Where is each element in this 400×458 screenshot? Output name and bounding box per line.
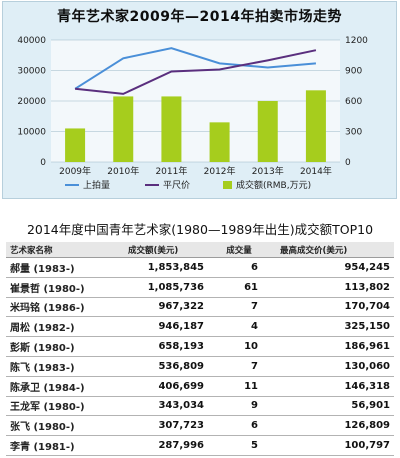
count-cell: 10	[208, 336, 270, 357]
legend-label: 上拍量	[83, 179, 110, 191]
top-price-cell: 56,901	[270, 396, 394, 417]
top-price-cell: 100,797	[270, 435, 394, 456]
chart-panel: 青年艺术家2009年—2014年拍卖市场走势 0 10000 20000 30000 4…	[2, 1, 397, 199]
amount-cell: 1,853,845	[118, 257, 208, 278]
header-amount: 成交额(美元)	[118, 242, 208, 258]
bar	[305, 90, 326, 162]
table-row: 彭斯 (1980-) 658,193 10 186,961	[6, 336, 394, 357]
count-cell: 7	[208, 356, 270, 377]
y2-tick-label: 900	[345, 67, 362, 77]
y2-tick-label: 600	[345, 97, 362, 107]
count-cell: 61	[208, 277, 270, 298]
top-price-cell: 146,318	[270, 376, 394, 397]
bar	[257, 101, 278, 162]
count-cell: 6	[208, 257, 270, 278]
y-tick-label: 10000	[17, 128, 46, 138]
bar	[161, 96, 182, 162]
count-cell: 5	[208, 435, 270, 456]
amount-cell: 287,996	[118, 435, 208, 456]
table-row: 陈承卫 (1984-) 406,699 11 146,318	[6, 376, 394, 397]
y-tick-label: 20000	[17, 97, 46, 107]
x-tick-label: 2013年	[252, 165, 284, 177]
legend-label: 平尺价	[163, 180, 190, 191]
auction-trend-chart: 0 10000 20000 30000 40000 0 300 600 900 1200 2009年…	[17, 36, 368, 191]
y-tick-label: 30000	[17, 67, 46, 77]
y-tick-label: 0	[40, 158, 46, 168]
table-row: 李青 (1981-) 287,996 5 100,797	[6, 435, 394, 456]
line-price-per-sqft	[74, 49, 317, 95]
count-cell: 4	[208, 316, 270, 338]
top-price-cell: 186,961	[270, 336, 394, 357]
artist-name-cell: 彭斯 (1980-)	[6, 336, 118, 357]
table-row: 郝量 (1983-) 1,853,845 6 954,245	[6, 257, 394, 278]
chart-title: 青年艺术家2009年—2014年拍卖市场走势	[57, 9, 342, 25]
top10-table: 艺术家名称 成交额(美元) 成交量 最高成交价(美元) 郝量 (1983-) 1,…	[6, 242, 394, 456]
x-tick-label: 2010年	[107, 165, 139, 177]
table-row: 王龙军 (1980-) 343,034 9 56,901	[6, 396, 394, 417]
top-price-cell: 130,060	[270, 356, 394, 377]
top-price-cell: 170,704	[270, 297, 394, 318]
bar	[113, 96, 134, 162]
count-cell: 11	[208, 376, 270, 397]
line-listed-volume	[74, 47, 317, 90]
x-tick-label: 2012年	[204, 165, 236, 177]
table-row: 周松 (1982-) 946,187 4 325,150	[6, 316, 394, 338]
amount-cell: 967,322	[118, 297, 208, 318]
amount-cell: 1,085,736	[118, 277, 208, 298]
amount-cell: 536,809	[118, 356, 208, 377]
count-cell: 9	[208, 396, 270, 417]
bar	[209, 122, 230, 162]
amount-cell: 343,034	[118, 396, 208, 417]
artist-name-cell: 李青 (1981-)	[6, 435, 118, 456]
top-price-cell: 325,150	[270, 316, 394, 338]
amount-cell: 658,193	[118, 336, 208, 357]
table-title: 2014年度中国青年艺术家(1980—1989年出生)成交额TOP10	[26, 222, 374, 237]
amount-cell: 406,699	[118, 376, 208, 397]
x-tick-label: 2014年	[300, 165, 332, 177]
count-cell: 6	[208, 415, 270, 437]
header-count: 成交量	[208, 242, 270, 258]
header-top-price: 最高成交价(美元)	[270, 242, 394, 258]
x-tick-label: 2011年	[155, 165, 187, 177]
artist-name-cell: 周松 (1982-)	[6, 316, 118, 338]
legend-swatch	[223, 181, 232, 189]
y2-tick-label: 300	[345, 128, 362, 138]
artist-name-cell: 米玛铭 (1986-)	[6, 297, 118, 318]
artist-name-cell: 陈飞 (1983-)	[6, 356, 118, 377]
x-tick-label: 2009年	[59, 165, 91, 177]
table-body: 郝量 (1983-) 1,853,845 6 954,245 崔景哲 (1980-) 1,…	[6, 257, 394, 456]
top-price-cell: 126,809	[270, 415, 394, 437]
top-price-cell: 954,245	[270, 257, 394, 278]
top-price-cell: 113,802	[270, 277, 394, 298]
header-artist-name: 艺术家名称	[6, 242, 118, 258]
table-row: 张飞 (1980-) 307,723 6 126,809	[6, 415, 394, 437]
artist-name-cell: 王龙军 (1980-)	[6, 396, 118, 417]
y2-tick-label: 0	[345, 158, 351, 168]
artist-name-cell: 张飞 (1980-)	[6, 415, 118, 437]
table-header-row: 艺术家名称 成交额(美元) 成交量 最高成交价(美元)	[6, 242, 394, 258]
y2-tick-label: 1200	[345, 36, 368, 46]
count-cell: 7	[208, 297, 270, 318]
amount-cell: 946,187	[118, 316, 208, 338]
amount-cell: 307,723	[118, 415, 208, 437]
y-tick-label: 40000	[17, 36, 46, 46]
table-row: 米玛铭 (1986-) 967,322 7 170,704	[6, 297, 394, 318]
artist-name-cell: 陈承卫 (1984-)	[6, 376, 118, 397]
artist-name-cell: 崔景哲 (1980-)	[6, 277, 118, 298]
bar	[65, 128, 86, 162]
artist-name-cell: 郝量 (1983-)	[6, 257, 118, 278]
table-row: 崔景哲 (1980-) 1,085,736 61 113,802	[6, 277, 394, 298]
table-row: 陈飞 (1983-) 536,809 7 130,060	[6, 356, 394, 377]
legend-label: 成交额(RMB,万元)	[236, 179, 311, 191]
